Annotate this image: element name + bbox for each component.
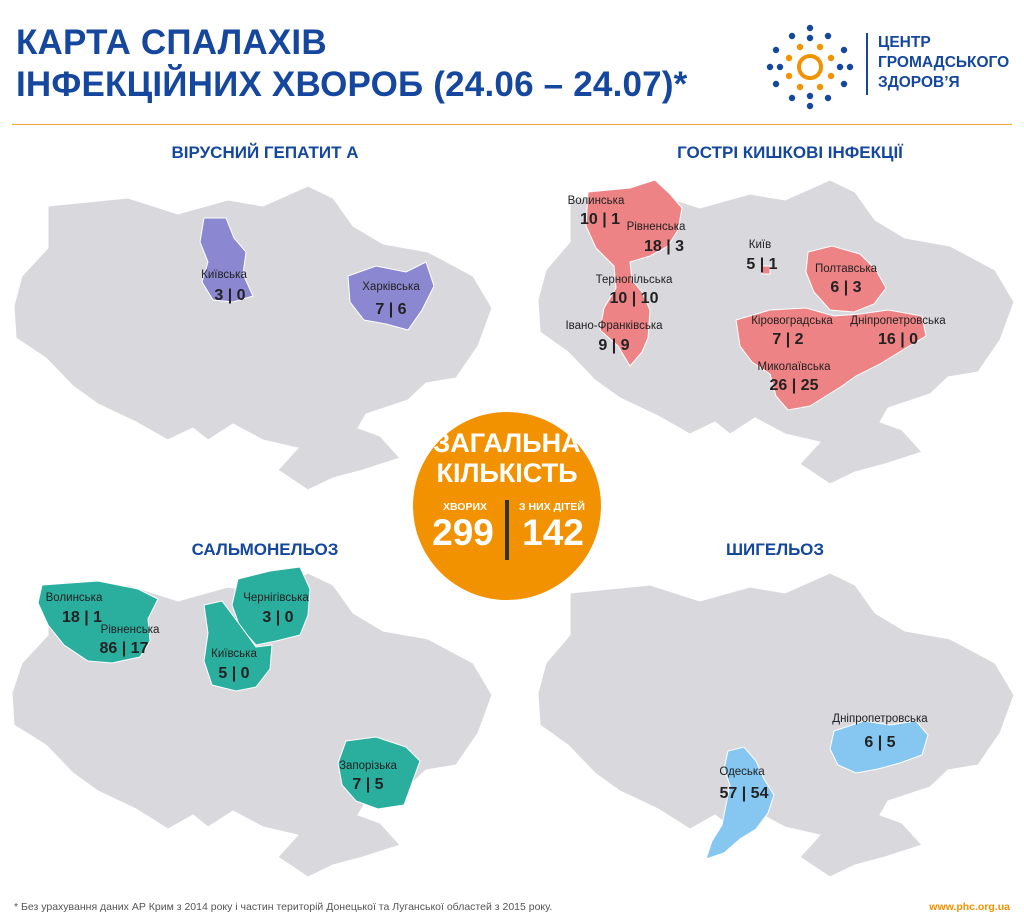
poltava-label: Полтавська	[815, 263, 878, 275]
rivne-value: 18 | 3	[644, 238, 684, 255]
hepatitis-map: Київська 3 | 0 Харківська 7 | 6	[13, 185, 493, 491]
salm-kyiv-label: Київська	[211, 648, 257, 660]
dnipro-label: Дніпропетровська	[850, 315, 946, 327]
total-children-value: 142	[522, 512, 584, 553]
ukraine-outline	[13, 185, 493, 491]
chernihiv-region	[231, 566, 311, 646]
volyn-rivne-region	[37, 580, 159, 664]
salm-kyiv-value: 5 | 0	[218, 665, 249, 682]
volyn-rivne-ternopil-region	[585, 179, 683, 367]
kyiv-oblast-value: 3 | 0	[214, 287, 245, 304]
ternopil-value: 10 | 10	[610, 290, 659, 307]
kyiv-city-value: 5 | 1	[746, 256, 777, 273]
shigellosis-map: Дніпропетровська 6 | 5 Одеська 57 | 54	[537, 572, 1015, 878]
shig-dnipro-label: Дніпропетровська	[832, 713, 928, 725]
header-divider	[12, 124, 1012, 125]
ternopil-label: Тернопільська	[596, 274, 673, 286]
intestinal-map-title: ГОСТРІ КИШКОВІ ІНФЕКЦІЇ	[677, 143, 903, 162]
kyiv-city-label: Київ	[749, 239, 771, 251]
title-line-1: КАРТА СПАЛАХІВ	[16, 23, 327, 62]
ivano-frankivsk-value: 9 | 9	[598, 337, 629, 354]
salm-volyn-value: 18 | 1	[62, 609, 102, 626]
mykolaiv-label: Миколаївська	[757, 361, 831, 373]
shig-dnipro-value: 6 | 5	[864, 734, 895, 751]
salmonellosis-map: Волинська 18 | 1 Рівненська 86 | 17 Черн…	[11, 566, 493, 878]
total-children-label: З НИХ ДІТЕЙ	[519, 501, 585, 513]
total-separator	[505, 500, 509, 560]
salm-volyn-label: Волинська	[46, 592, 103, 604]
dnipro-region	[829, 720, 929, 774]
title-line-2: ІНФЕКЦІЙНИХ ХВОРОБ (24.06 – 24.07)*	[16, 65, 688, 104]
zaporizhzhia-value: 7 | 5	[352, 776, 383, 793]
salm-rivne-value: 86 | 17	[100, 640, 149, 657]
kirovohrad-label: Кіровоградська	[751, 315, 833, 327]
org-line-1: ЦЕНТР	[878, 34, 931, 51]
phc-logo-icon	[766, 24, 854, 110]
website-link[interactable]: www.phc.org.ua	[929, 901, 1010, 913]
page-title: КАРТА СПАЛАХІВ ІНФЕКЦІЙНИХ ХВОРОБ (24.06…	[16, 22, 688, 106]
total-sick-value: 299	[432, 512, 494, 553]
odesa-label: Одеська	[719, 766, 765, 778]
poltava-value: 6 | 3	[830, 279, 861, 296]
kyiv-oblast-region	[203, 600, 273, 692]
salm-rivne-label: Рівненська	[101, 624, 160, 636]
org-line-3: ЗДОРОВ’Я	[878, 74, 960, 91]
zaporizhzhia-label: Запорізька	[339, 760, 397, 772]
zaporizhzhia-region	[337, 736, 421, 810]
ukraine-outline	[537, 572, 1015, 878]
organization-name: ЦЕНТР ГРОМАДСЬКОГО ЗДОРОВ’Я	[866, 33, 1009, 95]
kharkiv-oblast-region	[347, 261, 435, 331]
odesa-value: 57 | 54	[720, 785, 769, 802]
total-title-line-2: КІЛЬКІСТЬ	[436, 458, 578, 488]
kharkiv-oblast-value: 7 | 6	[375, 301, 406, 318]
hepatitis-map-title: ВІРУСНИЙ ГЕПАТИТ А	[171, 143, 359, 162]
odesa-region	[705, 746, 775, 860]
kirovohrad-value: 7 | 2	[772, 331, 803, 348]
footnote: * Без урахування даних АР Крим з 2014 ро…	[14, 901, 553, 913]
volyn-value: 10 | 1	[580, 211, 620, 228]
dnipro-value: 16 | 0	[878, 331, 918, 348]
salmonellosis-map-title: САЛЬМОНЕЛЬОЗ	[191, 540, 339, 559]
total-title-line-1: ЗАГАЛЬНА	[433, 428, 581, 458]
volyn-label: Волинська	[568, 195, 625, 207]
ivano-frankivsk-label: Івано-Франківська	[565, 320, 663, 332]
intestinal-map: Волинська 10 | 1 Рівненська 18 | 3 Київ …	[537, 179, 1015, 485]
kirovohrad-dnipro-mykolaiv-region	[735, 307, 927, 411]
kharkiv-oblast-label: Харківська	[362, 281, 420, 293]
kyiv-oblast-label: Київська	[201, 269, 247, 281]
rivne-label: Рівненська	[627, 221, 686, 233]
chernihiv-label: Чернігівська	[243, 592, 309, 604]
total-count-circle: ЗАГАЛЬНА КІЛЬКІСТЬ ХВОРИХ З НИХ ДІТЕЙ 29…	[413, 412, 601, 600]
kyiv-city-region	[761, 265, 771, 275]
org-line-2: ГРОМАДСЬКОГО	[878, 54, 1010, 71]
poltava-region	[805, 245, 887, 313]
mykolaiv-value: 26 | 25	[770, 377, 819, 394]
chernihiv-value: 3 | 0	[262, 609, 293, 626]
total-sick-label: ХВОРИХ	[442, 501, 488, 513]
shigellosis-map-title: ШИГЕЛЬОЗ	[725, 540, 825, 559]
kyiv-oblast-region	[199, 217, 254, 303]
